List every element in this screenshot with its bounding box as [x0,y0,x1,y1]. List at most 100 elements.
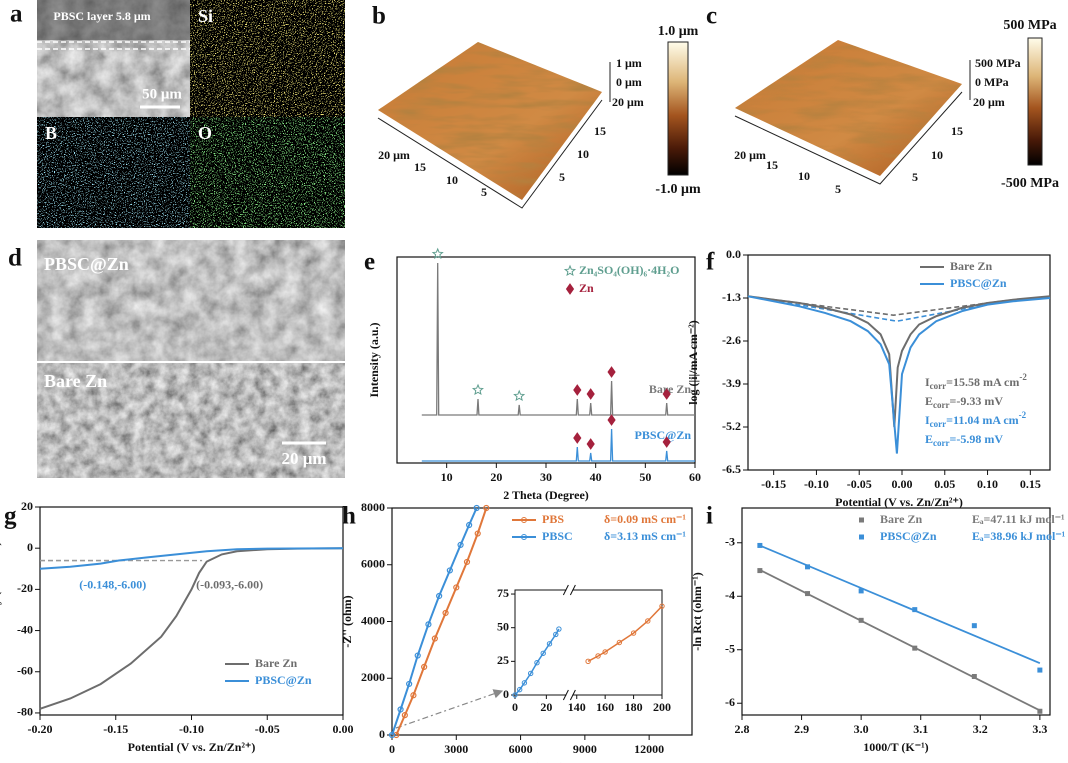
peak-marker [431,247,444,260]
series-marker [442,609,449,617]
axis-break [562,584,569,596]
axis-label: 5 [559,170,565,184]
inset-x-tick-label: 180 [625,700,643,714]
layer-label: PBSC layer 5.8 μm [53,9,150,23]
scatter-point [912,607,918,613]
axis-break-gap [566,693,573,697]
peak-marker [573,384,582,396]
x-tick-label: 0.00 [333,722,354,736]
fit-line [747,295,1005,323]
colorbar [667,41,689,176]
series-marker [453,584,460,591]
legend-label: PBSC@Zn [255,673,312,687]
x-tick-label: -0.15 [761,477,786,491]
inset-x-tick-label: 160 [596,700,614,714]
panel-letter: b [372,3,386,30]
chart-panel: i 2.8 2.9 3.0 3.1 3.2 3.3 -3 -4 -5 -6 1000/T (K⁻¹) -… [690,503,1066,754]
legend-label: Zn₄SO₄(OH)₆·4H₂O [579,263,679,277]
y-axis-label: Current density (mA cm⁻²) [0,542,2,681]
y-tick-label: -2.6 [722,333,741,347]
scatter-point [805,591,811,597]
legend-note: δ=0.09 mS cm⁻¹ [604,512,686,526]
legend-marker [521,517,527,523]
x-tick-label: 12000 [634,742,664,756]
y-tick-label: 6000 [361,557,385,571]
peak-marker [662,388,671,400]
x-tick-label: 10 [441,470,453,484]
series-marker [425,621,432,628]
panel-letter: h [342,503,356,530]
legend-note: Eₐ=38.96 kJ mol⁻¹ [972,529,1066,543]
y-tick-label: 20 [21,499,33,513]
x-tick-label: 20 [490,470,502,484]
series-marker [393,731,400,739]
map-label: Si [198,6,213,26]
fit-line [759,544,1041,664]
inset-y-tick-label: 0 [503,687,509,701]
inset-marker [645,618,651,624]
legend-label: PBSC@Zn [880,529,937,543]
inset-y-tick-label: 50 [497,619,509,633]
x-tick-label: 3.1 [913,722,928,736]
series-marker [401,712,408,719]
inset-marker [595,653,601,659]
series-marker [421,663,428,671]
series-marker [406,680,413,688]
axis-label: 10 [577,147,589,161]
x-tick-label: -0.05 [255,722,280,736]
colorbar-label: -1.0 μm [655,182,701,197]
x-tick-label: 6000 [509,742,533,756]
annotation: Ecorr=-9.33 mV [925,394,1003,410]
scatter-point [757,542,763,548]
series-line [747,295,1051,428]
colorbar-label: -500 MPa [1001,176,1059,191]
axis-label: 15 [414,160,426,174]
y-tick-label: -5.2 [722,419,741,433]
image-label: PBSC@Zn [44,254,129,274]
x-tick-label: 0.00 [891,477,912,491]
scatter-point [912,645,918,651]
y-tick-label: -6.5 [722,462,741,476]
x-tick-label: 0 [389,742,395,756]
x-tick-label: 2.8 [735,722,750,736]
y-tick-label: -4 [725,588,735,602]
series-marker [457,541,464,548]
y-axis-label: log (|i|/mA cm⁻²) [686,320,700,405]
annotation-part: -2 [1019,410,1027,420]
x-axis-label: 2 Theta (Degree) [503,488,589,502]
axis-label: 0 MPa [975,75,1009,89]
axis-label: 15 [594,124,606,138]
peak-marker [662,436,671,448]
legend-note: Eₐ=47.11 kJ mol⁻¹ [972,512,1065,526]
scatter-point [805,564,811,570]
series-line [747,295,1051,454]
plot-frame [741,507,1051,716]
legend-note: δ=3.13 mS cm⁻¹ [604,529,686,543]
axis-label: 20 μm [612,95,644,109]
panel-d: d PBSC@Zn Bare Zn 20 μm [8,240,345,478]
axis-label: 5 [481,185,487,199]
axis-break [569,689,576,701]
axis-edge [377,99,603,209]
x-tick-label: 9000 [573,742,597,756]
legend-marker [859,517,864,523]
annotation-part: -2 [1019,372,1027,382]
y-tick-label: -60 [17,664,33,678]
inset-marker [534,659,540,666]
inset-marker [527,670,534,677]
series-marker [483,504,490,512]
annotation-part: corr [930,419,946,429]
series-line [395,507,488,736]
inset-arrow [395,689,504,729]
annotation-part: E [925,394,933,408]
scale-label: 20 μm [281,449,326,468]
scale-label: 50 μm [142,86,182,102]
scatter-point [971,673,977,679]
inset-x-tick-label: 0 [512,700,518,714]
series-line [421,428,695,462]
annotation-part: I [925,413,930,427]
y-tick-label: 0 [27,540,33,554]
panel-b: b 20 μm 15 10 5 5 10 15 1 μm 0 μm 20 μm … [372,3,701,209]
axis-label: 1 μm [616,56,642,70]
y-tick-label: 4000 [361,613,385,627]
